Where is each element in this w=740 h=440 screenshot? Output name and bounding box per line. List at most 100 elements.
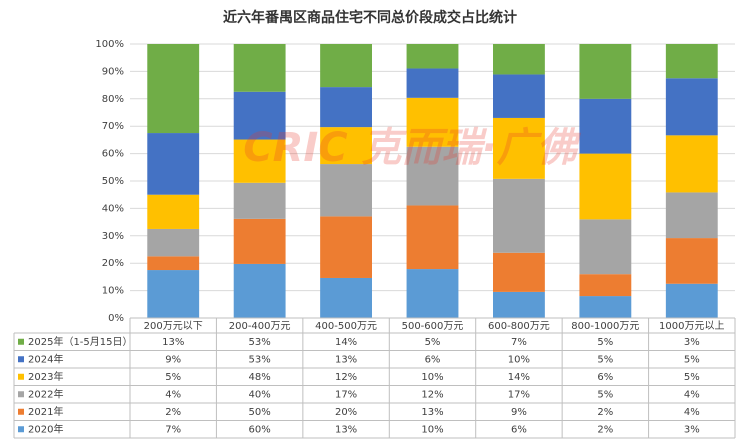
- legend-label: 2023年: [28, 370, 63, 383]
- legend-swatch: [18, 373, 24, 380]
- bar-segment: [233, 139, 286, 183]
- legend-swatch: [18, 356, 24, 363]
- x-tick-label: 800-1000万元: [571, 321, 639, 332]
- bar-segment: [406, 146, 459, 206]
- bar-segment: [579, 153, 632, 220]
- table-value: 6%: [511, 424, 527, 435]
- table-value: 17%: [335, 389, 357, 400]
- table-value: 7%: [511, 337, 527, 348]
- legend-swatch: [18, 408, 24, 415]
- y-tick-label: 0%: [108, 313, 124, 324]
- legend-label: 2024年: [28, 352, 63, 365]
- y-tick-label: 50%: [102, 176, 124, 187]
- bar-segment: [147, 270, 200, 318]
- y-tick-label: 30%: [102, 231, 124, 242]
- bar-segment: [233, 218, 286, 264]
- table-value: 5%: [165, 372, 181, 383]
- bar-segment: [320, 44, 372, 88]
- table-value: 13%: [162, 337, 184, 348]
- chart-title: 近六年番禺区商品住宅不同总价段成交占比统计: [223, 9, 517, 26]
- bar-segment: [493, 44, 545, 75]
- bar-segment: [147, 44, 200, 134]
- bar-segment: [147, 194, 200, 229]
- y-tick-label: 10%: [102, 286, 124, 297]
- bar-segment: [493, 252, 545, 292]
- table-value: 2%: [597, 407, 613, 418]
- bar-segment: [579, 98, 632, 154]
- table-value: 2%: [597, 424, 613, 435]
- legend-swatch: [18, 426, 24, 433]
- table-value: 5%: [597, 354, 613, 365]
- legend-label: 2025年（1-5月15日）: [28, 335, 133, 348]
- table-value: 14%: [335, 337, 357, 348]
- bar-segment: [233, 263, 286, 318]
- table-value: 4%: [684, 407, 700, 418]
- x-tick-label: 600-800万元: [488, 321, 550, 332]
- legend-swatch: [18, 338, 24, 345]
- y-tick-label: 80%: [102, 94, 124, 105]
- bar-segment: [233, 182, 286, 219]
- table-value: 40%: [249, 389, 271, 400]
- y-tick-label: 40%: [102, 203, 124, 214]
- table-value: 10%: [508, 354, 530, 365]
- y-tick-label: 60%: [102, 149, 124, 160]
- watermark: CRIC 克而瑞·广佛: [243, 125, 582, 171]
- table-value: 4%: [165, 389, 181, 400]
- bar-segment: [320, 164, 372, 217]
- table-value: 2%: [165, 407, 181, 418]
- legend-label: 2022年: [28, 387, 63, 400]
- x-tick-label: 200-400万元: [229, 321, 291, 332]
- bar-segment: [406, 269, 459, 318]
- bar-segment: [320, 216, 372, 278]
- bar-segment: [406, 68, 459, 98]
- y-tick-label: 70%: [102, 121, 124, 132]
- legend-swatch: [18, 391, 24, 398]
- bar-segment: [320, 277, 372, 318]
- bar-segment: [665, 238, 718, 284]
- table-value: 17%: [508, 389, 530, 400]
- bar-segment: [665, 44, 718, 79]
- y-tick-label: 100%: [95, 39, 124, 50]
- legend-label: 2020年: [28, 422, 63, 435]
- bar-segment: [406, 205, 459, 270]
- table-value: 3%: [684, 424, 700, 435]
- bar-segment: [665, 192, 718, 239]
- bar-segment: [320, 127, 372, 165]
- bar-segment: [665, 135, 718, 193]
- table-value: 12%: [421, 389, 443, 400]
- bar-segment: [147, 133, 200, 195]
- table-value: 12%: [335, 372, 357, 383]
- bar-segment: [493, 178, 545, 253]
- table-value: 5%: [597, 337, 613, 348]
- bar-segment: [579, 44, 632, 99]
- table-value: 5%: [684, 354, 700, 365]
- table-value: 60%: [249, 424, 271, 435]
- table-value: 6%: [425, 354, 441, 365]
- table-value: 13%: [421, 407, 443, 418]
- bar-segment: [233, 91, 286, 140]
- table-value: 3%: [684, 337, 700, 348]
- table-value: 5%: [597, 389, 613, 400]
- table-value: 7%: [165, 424, 181, 435]
- table-value: 20%: [335, 407, 357, 418]
- bar-segment: [147, 228, 200, 257]
- y-tick-label: 20%: [102, 258, 124, 269]
- bar-segment: [493, 117, 545, 179]
- table-value: 13%: [335, 424, 357, 435]
- table-value: 14%: [508, 372, 530, 383]
- table-value: 9%: [165, 354, 181, 365]
- table-value: 4%: [684, 389, 700, 400]
- bar-segment: [579, 274, 632, 297]
- table-value: 53%: [249, 337, 271, 348]
- table-value: 5%: [425, 337, 441, 348]
- bar-segment: [147, 256, 200, 271]
- legend-label: 2021年: [28, 405, 63, 418]
- table-value: 6%: [597, 372, 613, 383]
- bar-segment: [579, 296, 632, 318]
- x-tick-label: 500-600万元: [402, 321, 464, 332]
- bar-segment: [233, 44, 286, 92]
- table-value: 9%: [511, 407, 527, 418]
- bar-segment: [320, 87, 372, 128]
- bar-segment: [665, 283, 718, 318]
